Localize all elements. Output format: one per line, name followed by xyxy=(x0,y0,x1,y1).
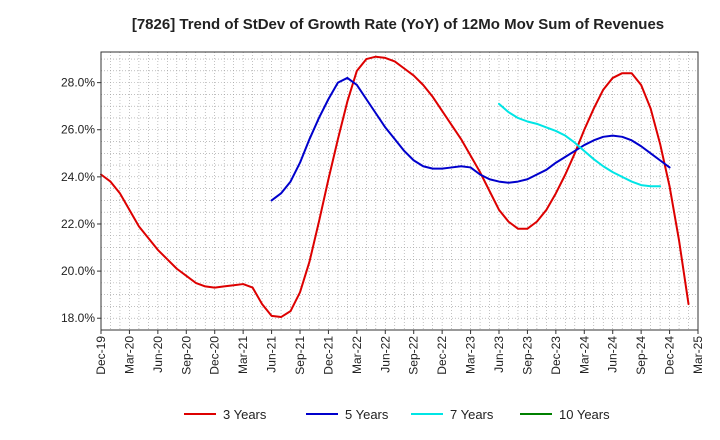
legend-label-10-years: 10 Years xyxy=(559,407,610,422)
legend-label-3-years: 3 Years xyxy=(223,407,267,422)
series-lines xyxy=(100,55,690,319)
legend: 3 Years 5 Years 7 Years 10 Years xyxy=(184,407,610,422)
x-tick-label: Dec-21 xyxy=(321,336,335,375)
x-tick-label: Sep-20 xyxy=(179,336,193,375)
x-tick-label: Sep-21 xyxy=(293,336,307,375)
x-tick-label: Jun-22 xyxy=(378,336,392,373)
x-tick-label: Dec-24 xyxy=(663,336,677,375)
y-tick-label: 20.0% xyxy=(61,264,95,278)
x-tick-label: Mar-23 xyxy=(464,336,478,374)
x-tick-label: Jun-24 xyxy=(606,336,620,373)
x-axis-tick-labels: Dec-19 Mar-20 Jun-20 Sep-20 Dec-20 Mar-21 Jun-… xyxy=(94,330,705,375)
x-tick-label: Jun-21 xyxy=(265,336,279,373)
x-tick-label: Mar-24 xyxy=(577,336,591,374)
y-tick-label: 22.0% xyxy=(61,217,95,231)
x-tick-label: Dec-22 xyxy=(435,336,449,375)
plot-border xyxy=(100,51,699,331)
x-tick-label: Sep-24 xyxy=(634,336,648,375)
x-tick-label: Mar-21 xyxy=(236,336,250,374)
y-tick-label: 28.0% xyxy=(61,76,95,90)
y-tick-label: 24.0% xyxy=(61,170,95,184)
x-tick-label: Mar-22 xyxy=(350,336,364,374)
x-tick-label: Dec-23 xyxy=(549,336,563,375)
x-tick-label: Mar-20 xyxy=(122,336,136,374)
chart-title: [7826] Trend of StDev of Growth Rate (Yo… xyxy=(132,16,664,33)
plot-area xyxy=(101,52,698,330)
series-line-3-years xyxy=(100,55,690,319)
x-tick-label: Mar-25 xyxy=(691,336,705,374)
x-tick-label: Dec-19 xyxy=(94,336,108,375)
x-tick-label: Dec-20 xyxy=(208,336,222,375)
series-line-5-years xyxy=(270,76,671,202)
series-line-7-years xyxy=(498,102,662,188)
x-tick-label: Sep-22 xyxy=(407,336,421,375)
y-tick-label: 18.0% xyxy=(61,311,95,325)
legend-label-5-years: 5 Years xyxy=(345,407,389,422)
legend-label-7-years: 7 Years xyxy=(450,407,494,422)
x-tick-label: Jun-20 xyxy=(151,336,165,373)
y-axis-tick-labels: 18.0% 20.0% 22.0% 24.0% 26.0% 28.0% xyxy=(61,76,101,325)
grid xyxy=(100,52,699,330)
x-tick-label: Sep-23 xyxy=(520,336,534,375)
x-tick-label: Jun-23 xyxy=(492,336,506,373)
y-tick-label: 26.0% xyxy=(61,123,95,137)
